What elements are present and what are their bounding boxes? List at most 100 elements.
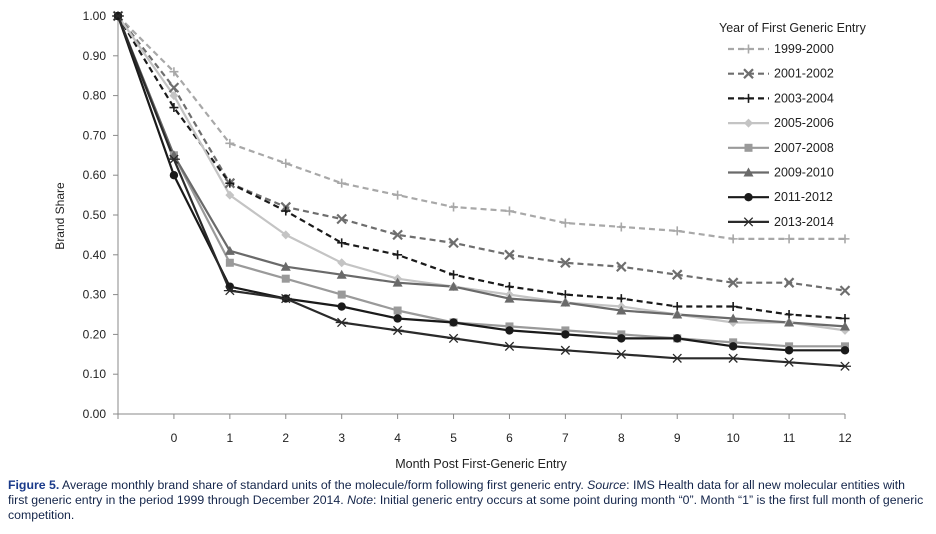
data-point-2007-2008 [281,274,290,283]
data-point-2001-2002 [504,249,515,261]
legend-title: Year of First Generic Entry [719,21,867,35]
x-tick-label: 6 [506,431,513,445]
legend-marker-2007-2008 [744,143,753,152]
data-point-1999-2000 [169,67,179,77]
data-point-2005-2006 [337,258,347,268]
data-point-1999-2000 [728,234,738,244]
data-point-1999-2000 [225,138,235,148]
data-point-2003-2004 [169,103,179,113]
data-point-2009-2010 [784,317,795,327]
caption-text-2: : IMS Health data for all new molecular … [8,478,905,507]
data-point-2001-2002 [839,285,851,296]
data-point-2003-2004 [281,206,291,216]
y-tick-label: 0.70 [83,128,107,142]
legend-marker-2001-2002 [743,68,754,79]
y-tick-label: 0.40 [83,248,107,262]
data-point-1999-2000 [784,234,794,244]
data-point-2011-2012 [561,330,570,339]
data-point-2009-2010 [672,309,683,319]
data-point-2003-2004 [728,302,738,312]
legend-label-2005-2006: 2005-2006 [774,116,834,130]
caption-source-label: Source [587,478,627,492]
figure-caption: Figure 5. Average monthly brand share of… [8,478,928,523]
data-point-2001-2002 [671,269,683,280]
data-point-2013-2014 [391,325,404,336]
data-point-2013-2014 [615,349,628,359]
data-point-1999-2000 [840,234,850,244]
data-point-2009-2010 [448,281,459,291]
data-point-2003-2004 [225,178,235,188]
legend-label-2003-2004: 2003-2004 [774,91,834,105]
data-point-2003-2004 [337,238,347,248]
legend-marker-1999-2000 [744,44,753,54]
caption-text-1: Average monthly brand share of standard … [59,478,588,492]
data-point-2007-2008 [225,258,234,267]
x-axis-label: Month Post First-Generic Entry [395,457,567,471]
data-point-2013-2014 [279,293,292,304]
series-line-2003-2004 [117,15,846,320]
y-tick-label: 0.80 [83,89,107,103]
data-point-2011-2012 [393,314,402,323]
x-tick-label: 3 [338,431,345,445]
data-point-2007-2008 [337,290,346,299]
data-point-2013-2014 [727,353,740,363]
x-tick-label: 0 [171,431,178,445]
x-tick-label: 12 [838,431,852,445]
figure-label: Figure 5. [8,478,60,492]
data-point-2013-2014 [112,11,124,21]
data-point-2013-2014 [671,353,684,363]
data-point-1999-2000 [560,218,570,228]
x-tick-label: 10 [726,431,740,445]
data-point-1999-2000 [337,178,347,188]
series-line-1999-2000 [117,15,845,240]
chart-legend: Year of First Generic Entry 1999-2000 200… [719,21,867,229]
series-line-2007-2008 [116,15,845,348]
data-point-2005-2006 [225,190,235,200]
x-tick-label: 4 [394,431,401,445]
data-point-2013-2014 [167,154,180,164]
data-point-2011-2012 [673,334,682,343]
x-tick-label: 1 [227,431,234,445]
legend-marker-2005-2006 [744,118,753,128]
data-point-2001-2002 [392,229,403,241]
data-point-2011-2012 [728,342,738,351]
data-point-2013-2014 [559,345,572,355]
data-point-2013-2014 [447,333,460,344]
legend-label-2011-2012: 2011-2012 [774,190,833,204]
x-tick-label: 11 [783,431,796,445]
data-point-1999-2000 [449,202,459,212]
x-tick-label: 9 [674,431,681,445]
data-point-2003-2004 [504,282,514,292]
data-point-2001-2002 [448,237,459,249]
brand-share-line-chart: 0.00 0.10 0.20 0.30 0.40 0.50 0.60 0.70 0.80 0.90… [53,9,867,471]
legend-marker-2013-2014 [742,217,755,227]
chart-series-markers [112,10,851,371]
legend-marker-2011-2012 [744,193,753,202]
x-tick-label: 5 [450,431,457,445]
data-point-2013-2014 [223,285,236,296]
data-point-2007-2008 [393,306,402,315]
data-point-2001-2002 [783,277,795,288]
data-point-2013-2014 [335,317,348,328]
data-point-1999-2000 [504,206,514,216]
legend-label-2001-2002: 2001-2002 [774,67,834,81]
data-point-2001-2002 [560,257,571,269]
data-point-2005-2006 [169,91,179,101]
x-tick-label: 7 [562,431,569,445]
data-point-2009-2010 [224,245,235,255]
data-point-2011-2012 [225,282,235,291]
data-point-2001-2002 [168,82,180,93]
data-point-2011-2012 [505,326,514,335]
x-tick-label: 8 [618,431,625,445]
data-point-2013-2014 [503,341,516,351]
data-point-2001-2002 [616,261,627,273]
data-point-1999-2000 [672,226,682,236]
data-point-2009-2010 [392,277,403,287]
data-point-2009-2010 [280,261,291,271]
data-point-1999-2000 [281,158,291,168]
y-tick-label: 0.30 [83,288,107,302]
legend-label-1999-2000: 1999-2000 [774,42,834,56]
data-point-2001-2002 [727,277,739,288]
y-tick-label: 0.00 [83,407,107,421]
chart-series-lines [116,15,846,368]
